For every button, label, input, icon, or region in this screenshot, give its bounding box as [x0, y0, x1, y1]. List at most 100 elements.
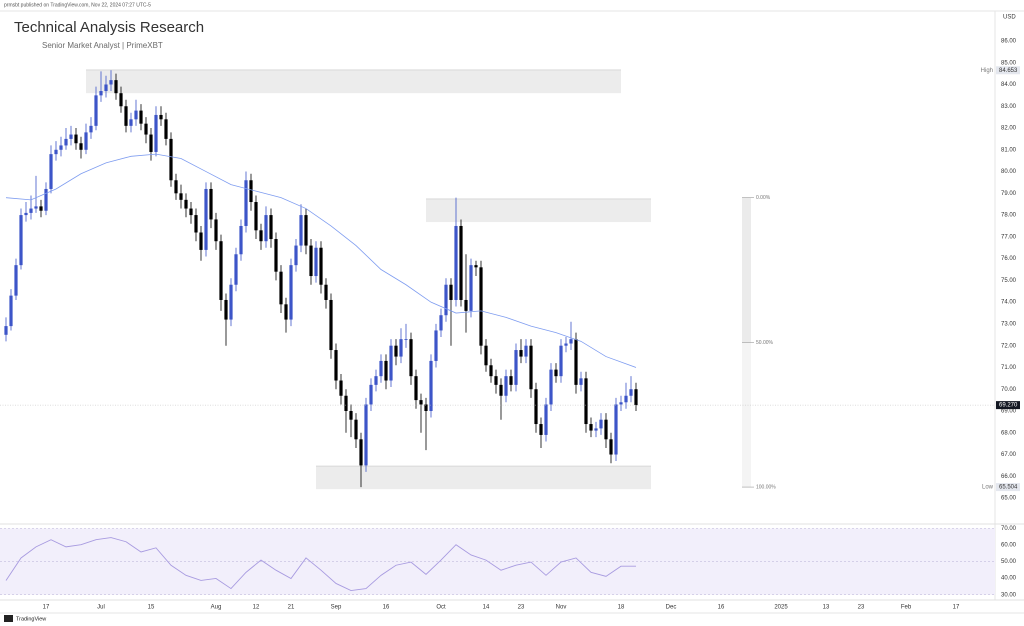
candle-body [319, 247, 323, 285]
candle-body [194, 215, 198, 233]
y-tick-label: 71.00 [1001, 365, 1017, 371]
candle-body [289, 265, 293, 320]
candle-body [49, 154, 53, 189]
fib-label: 50.00% [756, 340, 774, 346]
candle-body [619, 402, 623, 405]
candle-body [544, 404, 548, 435]
candle-body [94, 95, 98, 126]
candle-body [389, 345, 393, 381]
y-tick-label: 66.00 [1001, 474, 1017, 480]
candle-body [419, 400, 423, 405]
candle-body [434, 330, 438, 361]
candle-body [609, 439, 613, 455]
candle-body [479, 267, 483, 346]
candle-body [59, 145, 63, 150]
candle-body [414, 376, 418, 401]
candle-body [369, 384, 373, 405]
candle-body [54, 149, 58, 155]
candle-body [554, 369, 558, 377]
candle-body [179, 193, 183, 200]
y-tick-label: 79.00 [1001, 191, 1017, 197]
candle-body [299, 215, 303, 246]
moving-average [5, 153, 637, 368]
subtitle: Senior Market Analyst | PrimeXBT [42, 41, 163, 50]
candle-body [504, 376, 508, 396]
candle-body [519, 350, 523, 357]
candle-body [234, 254, 238, 285]
candle-body [569, 339, 573, 344]
candle-body [184, 199, 188, 209]
candle-body [19, 215, 23, 266]
candle-body [34, 206, 38, 209]
candle-body [579, 378, 583, 385]
candle-body [589, 424, 593, 431]
candle-body [89, 125, 93, 133]
candle-body [139, 110, 143, 124]
high-box [996, 66, 1020, 75]
y-tick-label: 70.00 [1001, 387, 1017, 393]
x-tick-label: 16 [383, 605, 390, 611]
candle-body [354, 419, 358, 440]
candle-body [134, 110, 138, 120]
zone [426, 198, 651, 223]
x-tick-label: Feb [901, 605, 912, 611]
last-price-box [996, 401, 1020, 410]
candle-body [384, 360, 388, 381]
y-tick-label: 72.00 [1001, 343, 1017, 349]
y-tick-label: 80.00 [1001, 169, 1017, 175]
x-tick-label: Oct [436, 605, 446, 611]
x-tick-label: 12 [253, 605, 260, 611]
candle-body [514, 350, 518, 385]
candle-body [284, 304, 288, 320]
candle-body [509, 376, 513, 385]
x-tick-label: 14 [483, 605, 490, 611]
x-tick-label: 2025 [774, 605, 788, 611]
x-tick-label: 15 [148, 605, 155, 611]
y-tick-label: 74.00 [1001, 300, 1017, 306]
low-label: Low [982, 485, 994, 491]
candle-body [404, 339, 408, 340]
rsi-line [5, 537, 636, 592]
x-tick-label: Sep [331, 605, 342, 611]
candle-body [64, 138, 68, 146]
candle-body [109, 80, 113, 85]
candle-body [149, 134, 153, 152]
y-tick-label: 86.00 [1001, 39, 1017, 45]
candle-body [174, 180, 178, 194]
fib-label: 0.00% [756, 195, 771, 201]
rsi-tick-label: 50.00 [1001, 559, 1017, 565]
candle-body [564, 343, 568, 346]
y-tick-label: 68.00 [1001, 430, 1017, 436]
candle-body [264, 215, 268, 242]
candle-body [204, 188, 208, 250]
candle-body [409, 339, 413, 377]
candle-body [119, 93, 123, 107]
candle-body [339, 380, 343, 396]
x-tick-label: Dec [666, 605, 677, 611]
candle-body [499, 384, 503, 396]
x-tick-label: 23 [858, 605, 865, 611]
candle-body [574, 339, 578, 385]
candle-body [99, 91, 103, 96]
candle-body [259, 230, 263, 242]
last-price-label: 69.270 [999, 403, 1018, 409]
candle-body [439, 315, 443, 331]
candle-body [334, 350, 338, 381]
y-tick-label: 65.00 [1001, 496, 1017, 502]
candle-body [424, 404, 428, 411]
zone [86, 69, 621, 94]
candle-body [349, 410, 353, 420]
candle-body [634, 389, 638, 406]
candle-body [559, 345, 563, 377]
candle-body [474, 265, 478, 268]
y-tick-label: 78.00 [1001, 213, 1017, 219]
candle-body [224, 299, 228, 320]
rsi-tick-label: 60.00 [1001, 543, 1017, 549]
candle-body [219, 241, 223, 300]
fib-segment [742, 342, 751, 488]
candle-body [164, 119, 168, 139]
y-tick-label: 82.00 [1001, 126, 1017, 132]
candle-body [629, 389, 633, 396]
